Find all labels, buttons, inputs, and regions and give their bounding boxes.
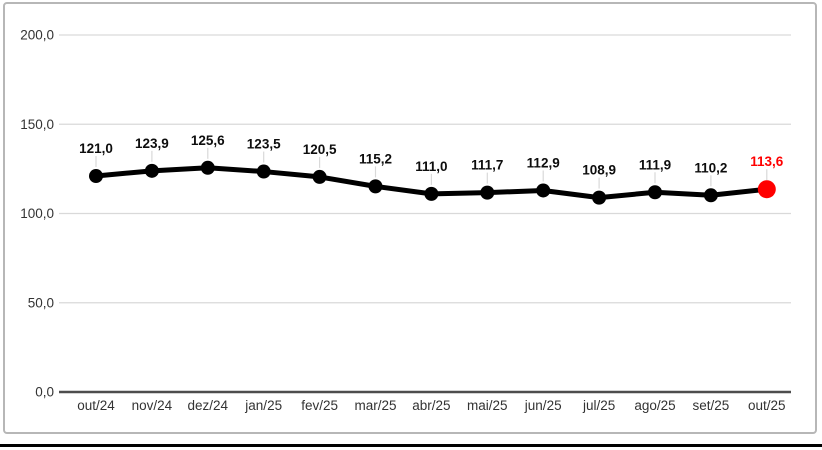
y-tick-label: 100,0	[20, 206, 54, 221]
data-label-highlighted: 113,6	[750, 154, 784, 169]
x-tick-label: set/25	[693, 398, 730, 413]
x-tick-label: out/25	[748, 398, 786, 413]
data-point	[312, 169, 327, 184]
data-point	[536, 183, 551, 198]
bottom-horizontal-rule	[0, 444, 822, 447]
x-tick-label: ago/25	[634, 398, 675, 413]
data-label: 111,9	[639, 157, 671, 172]
data-label: 123,5	[247, 137, 281, 152]
data-point	[592, 190, 607, 205]
chart-frame: 0,0 50,0 100,0 150,0 200,0 out/24 nov/24 dez/24…	[3, 2, 817, 434]
data-label: 120,5	[303, 142, 337, 157]
data-label: 123,9	[135, 136, 169, 151]
data-label: 125,6	[191, 133, 225, 148]
y-tick-label: 200,0	[20, 28, 54, 43]
y-tick-label: 50,0	[28, 295, 54, 310]
x-tick-label: abr/25	[412, 398, 450, 413]
y-tick-label: 0,0	[35, 385, 54, 400]
x-tick-label: dez/24	[188, 398, 229, 413]
x-tick-label: jan/25	[244, 398, 282, 413]
x-tick-label: fev/25	[301, 398, 338, 413]
data-point	[480, 185, 495, 200]
data-point-highlighted	[757, 180, 776, 199]
x-tick-label: jun/25	[524, 398, 562, 413]
x-tick-label: nov/24	[132, 398, 173, 413]
data-point	[703, 188, 718, 203]
y-tick-label: 150,0	[20, 117, 54, 132]
data-point	[648, 185, 662, 200]
data-label: 121,0	[79, 141, 113, 156]
x-tick-label: jul/25	[582, 398, 615, 413]
data-point	[89, 169, 103, 184]
data-point	[368, 179, 383, 194]
x-tick-label: out/24	[77, 398, 115, 413]
data-label: 111,0	[415, 159, 447, 174]
data-point	[256, 164, 271, 179]
x-tick-label: mar/25	[354, 398, 396, 413]
data-point	[144, 163, 159, 178]
data-label: 112,9	[527, 155, 560, 170]
data-label: 115,2	[359, 151, 392, 166]
data-label: 111,7	[471, 158, 503, 173]
data-label: 110,2	[694, 160, 727, 175]
data-label: 108,9	[582, 163, 616, 178]
x-tick-label: mai/25	[467, 398, 508, 413]
data-point	[424, 186, 439, 201]
data-point	[200, 160, 215, 175]
line-chart: 0,0 50,0 100,0 150,0 200,0 out/24 nov/24 dez/24…	[20, 28, 791, 413]
